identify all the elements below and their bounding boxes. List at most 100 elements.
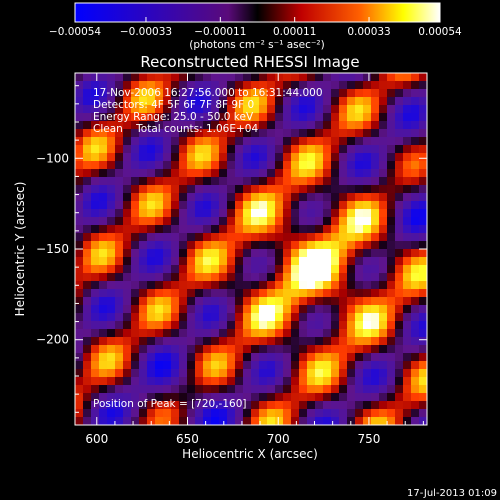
heatmap-cell xyxy=(387,345,396,354)
heatmap-cell xyxy=(283,409,292,418)
heatmap-cell xyxy=(251,377,260,386)
heatmap-cell xyxy=(75,329,84,338)
heatmap-cell xyxy=(299,161,308,170)
heatmap-cell xyxy=(147,393,156,402)
heatmap-cell xyxy=(219,353,228,362)
heatmap-cell xyxy=(195,225,204,234)
heatmap-cell xyxy=(259,217,268,226)
heatmap-cell xyxy=(339,89,348,98)
heatmap-cell xyxy=(379,273,388,282)
heatmap-cell xyxy=(155,337,164,346)
heatmap-cell xyxy=(275,353,284,362)
heatmap-cell xyxy=(115,417,124,426)
colorbar-tick-label: 0.00054 xyxy=(418,26,462,38)
heatmap-cell xyxy=(291,369,300,378)
heatmap-cell xyxy=(251,97,260,106)
heatmap-cell xyxy=(131,369,140,378)
heatmap-cell xyxy=(91,313,100,322)
heatmap-cell xyxy=(75,377,84,386)
heatmap-cell xyxy=(387,185,396,194)
heatmap-cell xyxy=(91,385,100,394)
heatmap-cell xyxy=(291,113,300,122)
heatmap-cell xyxy=(307,345,316,354)
heatmap-cell xyxy=(339,289,348,298)
heatmap-cell xyxy=(299,289,308,298)
heatmap-cell xyxy=(219,233,228,242)
heatmap-cell xyxy=(275,321,284,330)
heatmap-cell xyxy=(363,201,372,210)
heatmap-cell xyxy=(331,273,340,282)
heatmap-cell xyxy=(155,393,164,402)
heatmap-cell xyxy=(203,97,212,106)
heatmap-cell xyxy=(139,321,148,330)
heatmap-cell xyxy=(307,281,316,290)
heatmap-cell xyxy=(315,249,324,258)
heatmap-cell xyxy=(331,121,340,130)
heatmap-cell xyxy=(139,337,148,346)
heatmap-cell xyxy=(203,129,212,138)
heatmap-cell xyxy=(267,121,276,130)
heatmap-cell xyxy=(379,249,388,258)
heatmap-cell xyxy=(275,369,284,378)
heatmap-cell xyxy=(131,345,140,354)
heatmap-cell xyxy=(171,289,180,298)
heatmap-cell xyxy=(251,121,260,130)
heatmap-cell xyxy=(259,153,268,162)
heatmap-cell xyxy=(211,273,220,282)
heatmap-cell xyxy=(131,241,140,250)
heatmap-cell xyxy=(115,193,124,202)
heatmap-cell xyxy=(419,89,428,98)
heatmap-cell xyxy=(123,97,132,106)
heatmap-cell xyxy=(291,313,300,322)
heatmap-cell xyxy=(315,113,324,122)
heatmap-cell xyxy=(227,289,236,298)
heatmap-cell xyxy=(83,265,92,274)
heatmap-cell xyxy=(307,353,316,362)
heatmap-cell xyxy=(275,289,284,298)
heatmap-cell xyxy=(347,401,356,410)
heatmap-cell xyxy=(411,257,420,266)
heatmap-cell xyxy=(347,313,356,322)
heatmap-cell xyxy=(379,289,388,298)
heatmap-cell xyxy=(187,393,196,402)
heatmap-cell xyxy=(411,409,420,418)
heatmap-cell xyxy=(187,161,196,170)
heatmap-cell xyxy=(291,353,300,362)
heatmap-cell xyxy=(403,265,412,274)
heatmap-cell xyxy=(363,209,372,218)
heatmap-cell xyxy=(403,321,412,330)
heatmap-cell xyxy=(403,185,412,194)
heatmap-cell xyxy=(403,313,412,322)
heatmap-cell xyxy=(75,289,84,298)
heatmap-cell xyxy=(259,273,268,282)
heatmap-cell xyxy=(155,409,164,418)
heatmap-cell xyxy=(331,225,340,234)
heatmap-cell xyxy=(347,185,356,194)
heatmap-cell xyxy=(371,201,380,210)
heatmap-cell xyxy=(323,177,332,186)
heatmap-cell xyxy=(115,249,124,258)
heatmap-cell xyxy=(339,185,348,194)
heatmap-cell xyxy=(347,161,356,170)
heatmap-cell xyxy=(115,345,124,354)
heatmap-cell xyxy=(323,289,332,298)
heatmap-cell xyxy=(371,417,380,426)
heatmap-cell xyxy=(187,353,196,362)
heatmap-cell xyxy=(323,217,332,226)
heatmap-cell xyxy=(227,281,236,290)
heatmap-cell xyxy=(147,249,156,258)
heatmap-cell xyxy=(211,185,220,194)
heatmap-cell xyxy=(139,353,148,362)
heatmap-cell xyxy=(283,145,292,154)
heatmap-cell xyxy=(307,233,316,242)
heatmap-cell xyxy=(211,385,220,394)
heatmap-cell xyxy=(91,337,100,346)
heatmap-cell xyxy=(331,417,340,426)
heatmap-cell xyxy=(323,361,332,370)
colorbar-tick-label: 0.00033 xyxy=(347,26,390,38)
heatmap-cell xyxy=(355,89,364,98)
heatmap-cell xyxy=(171,97,180,106)
heatmap-cell xyxy=(379,377,388,386)
heatmap-cell xyxy=(155,161,164,170)
heatmap-cell xyxy=(379,97,388,106)
